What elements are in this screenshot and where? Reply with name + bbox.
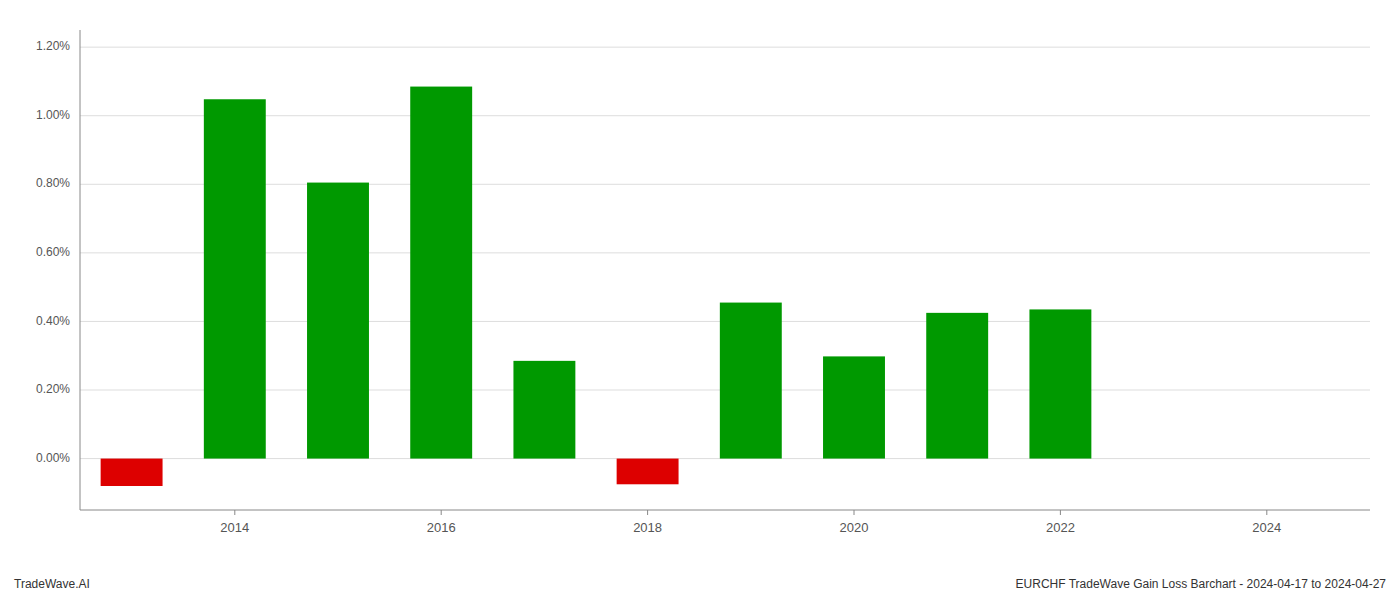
bar — [1029, 309, 1091, 458]
x-tick — [441, 510, 442, 515]
bar — [823, 356, 885, 458]
y-tick-label: 1.00% — [36, 108, 70, 122]
x-tick-label: 2020 — [840, 520, 869, 535]
bar — [1133, 458, 1195, 459]
footer-left: TradeWave.AI — [14, 577, 90, 591]
y-tick-label: 0.80% — [36, 176, 70, 190]
x-ticks: 2014 2016 2018 2020 2022 2024 — [220, 510, 1281, 535]
x-tick-label: 2024 — [1252, 520, 1281, 535]
x-tick — [1266, 510, 1267, 515]
x-tick — [234, 510, 235, 515]
grid-line — [80, 115, 1370, 116]
bar — [617, 459, 679, 485]
x-axis-line — [80, 510, 1370, 511]
grid-line — [80, 47, 1370, 48]
x-tick — [647, 510, 648, 515]
x-tick-label: 2014 — [220, 520, 249, 535]
x-tick-label: 2022 — [1046, 520, 1075, 535]
y-tick-label: 0.20% — [36, 382, 70, 396]
y-tick-label: 1.20% — [36, 39, 70, 53]
chart: 0.00%0.20%0.40%0.60%0.80%1.00%1.20%20142… — [0, 0, 1400, 600]
bar — [513, 361, 575, 459]
y-tick-label: 0.00% — [36, 451, 70, 465]
y-tick-label: 0.40% — [36, 314, 70, 328]
bar — [307, 183, 369, 459]
grid-line — [80, 252, 1370, 253]
grid-line — [80, 184, 1370, 185]
y-tick-label: 0.60% — [36, 245, 70, 259]
x-tick — [854, 510, 855, 515]
y-axis-line — [80, 30, 81, 510]
x-tick-label: 2016 — [427, 520, 456, 535]
x-tick — [1060, 510, 1061, 515]
y-tick-labels: 0.00% 0.20% 0.40% 0.60% 0.80% 1.00% 1.20% — [36, 39, 70, 464]
bars — [101, 87, 1092, 486]
bar — [204, 99, 266, 458]
footer-right: EURCHF TradeWave Gain Loss Barchart - 20… — [1016, 577, 1387, 591]
bar — [720, 303, 782, 459]
bar — [410, 87, 472, 459]
y-grid — [80, 47, 1370, 458]
bar — [926, 313, 988, 459]
bar — [101, 459, 163, 486]
x-tick-label: 2018 — [633, 520, 662, 535]
